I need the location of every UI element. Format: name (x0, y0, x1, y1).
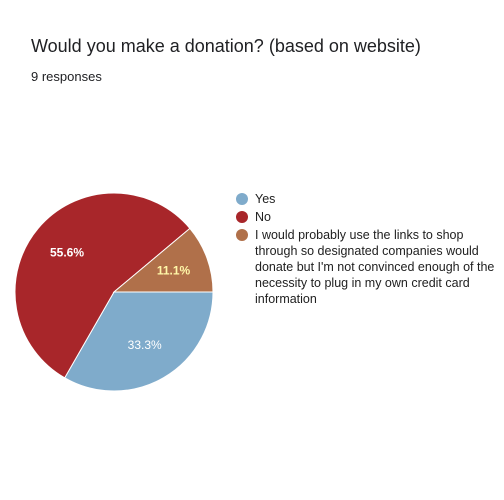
question-title: Would you make a donation? (based on web… (31, 36, 421, 56)
legend-item-2[interactable]: I would probably use the links to shop t… (236, 227, 498, 307)
pie-slice-1[interactable] (14, 192, 191, 379)
legend-swatch-1 (236, 211, 248, 223)
pie-slice-2[interactable] (112, 227, 214, 293)
response-count: 9 responses (31, 69, 102, 84)
pie-slice-0[interactable] (63, 291, 214, 392)
legend-label-2: I would probably use the links to shop t… (255, 228, 495, 306)
chart-legend: Yes No I would probably use the links to s… (236, 191, 498, 309)
legend-label-0: Yes (255, 192, 276, 206)
slice-label-2: 11.1% (157, 263, 191, 277)
legend-swatch-0 (236, 193, 248, 205)
slice-label-1: 55.6% (50, 246, 84, 260)
legend-label-1: No (255, 210, 271, 224)
legend-swatch-2 (236, 229, 248, 241)
legend-item-1[interactable]: No (236, 209, 498, 225)
legend-item-0[interactable]: Yes (236, 191, 498, 207)
slice-label-0: 33.3% (128, 338, 162, 352)
